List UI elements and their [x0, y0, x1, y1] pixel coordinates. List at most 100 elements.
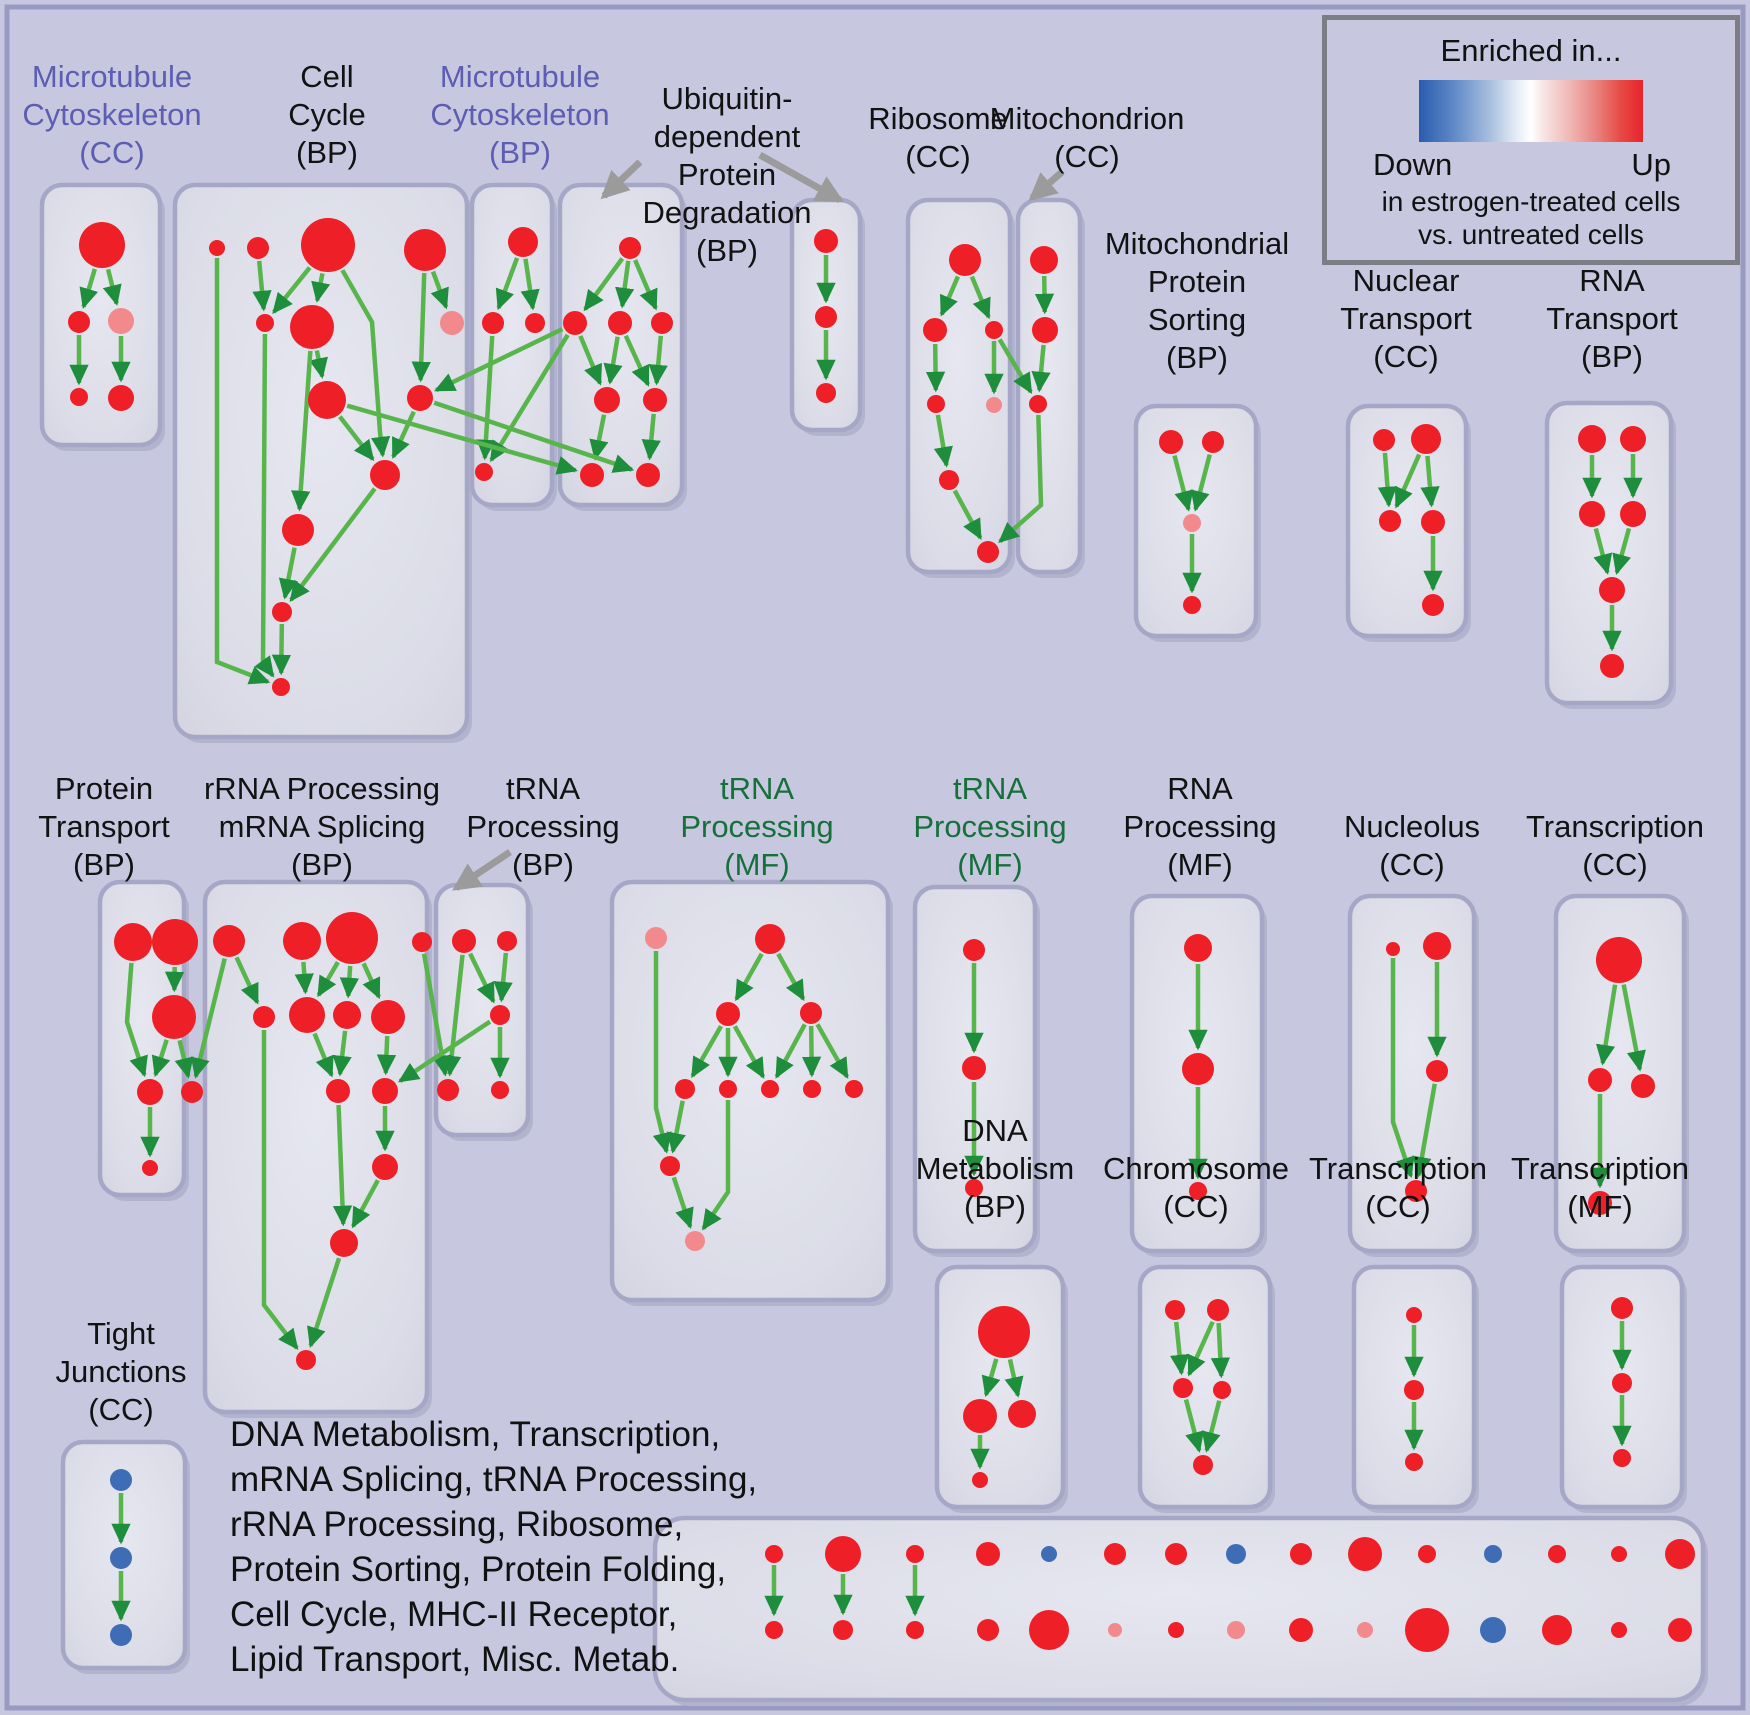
edge-arrow: [1190, 454, 1212, 512]
go-term-node: [68, 311, 90, 333]
go-term-node: [372, 1154, 398, 1180]
go-term-node: [800, 1002, 822, 1024]
edge-arrow: [1187, 1320, 1215, 1377]
go-term-node: [330, 1229, 358, 1257]
go-term-node: [816, 383, 836, 403]
go-term-node: [308, 381, 346, 419]
go-term-node: [1613, 1449, 1631, 1467]
go-term-node: [282, 514, 314, 546]
go-term-node: [1421, 510, 1445, 534]
go-term-node: [906, 1545, 924, 1563]
go-term-node: [1579, 501, 1605, 527]
go-term-node: [407, 385, 433, 411]
cluster-label-D: Ubiquitin- dependent Protein Degradation…: [642, 81, 812, 268]
edge-arrow: [493, 952, 513, 1003]
edge-arrow: [261, 1030, 299, 1350]
figure-border: [4, 4, 1746, 1711]
go-term-node: [110, 1469, 132, 1491]
label-pointer-arrow: [600, 159, 643, 200]
go-term-node: [1596, 937, 1642, 983]
go-term-node: [660, 1156, 680, 1176]
go-term-node: [962, 1056, 986, 1080]
go-term-node: [70, 388, 88, 406]
edge-arrow: [815, 1023, 850, 1079]
go-term-node: [1611, 1297, 1633, 1319]
edge-arrow: [1612, 527, 1632, 575]
go-term-node: [803, 1080, 821, 1098]
go-term-node: [906, 1621, 924, 1639]
cluster-label-T: Chromosome (CC): [1102, 1151, 1290, 1224]
go-term-node: [326, 1079, 350, 1103]
go-term-node: [290, 305, 334, 349]
category-list-text: DNA Metabolism, Transcription, mRNA Spli…: [230, 1415, 758, 1679]
cluster-box: [469, 182, 555, 508]
edge-arrow: [339, 965, 360, 999]
go-term-node: [1108, 1623, 1122, 1637]
edge-arrow: [1377, 452, 1398, 508]
go-term-node: [1348, 1537, 1382, 1571]
edge-arrow: [346, 403, 578, 475]
go-term-node: [685, 1231, 705, 1251]
go-term-node: [755, 924, 785, 954]
go-term-node: [108, 308, 134, 334]
go-term-node: [1290, 1543, 1312, 1565]
edge-arrow: [391, 410, 416, 459]
edge-arrow: [489, 333, 570, 463]
cluster-label-N: tRNA Processing (MF): [680, 771, 834, 882]
go-term-node: [985, 321, 1003, 339]
edge-arrow: [734, 952, 764, 1002]
go-term-node: [608, 311, 632, 335]
edge-arrow: [252, 260, 272, 312]
go-term-node: [1379, 510, 1401, 532]
cluster-label-I: Nuclear Transport (CC): [1340, 263, 1472, 374]
legend-title: Enriched in...: [1440, 33, 1622, 68]
edge-arrow: [1031, 344, 1051, 393]
cluster-label-R: Transcription (CC): [1525, 809, 1705, 882]
go-term-node: [1173, 1378, 1193, 1398]
go-term-node: [440, 311, 464, 335]
edge-arrow: [1034, 275, 1055, 315]
edge-arrow: [520, 258, 540, 311]
go-term-node: [1620, 426, 1646, 452]
edge-arrow: [925, 343, 946, 393]
go-term-node: [1289, 1618, 1313, 1642]
legend-gradient-bar: [1419, 80, 1643, 142]
cluster-label-L: rRNA Processing mRNA Splicing (BP): [203, 771, 441, 882]
edge-arrow: [294, 961, 314, 995]
go-term-node: [833, 1620, 853, 1640]
go-term-node: [452, 929, 476, 953]
edge-arrow: [361, 962, 381, 1000]
go-term-node: [1405, 1180, 1427, 1202]
go-term-node: [253, 1006, 275, 1028]
edge-arrow: [316, 961, 340, 998]
go-term-node: [719, 1080, 737, 1098]
go-term-node: [110, 1624, 132, 1646]
edge-arrow: [151, 1039, 171, 1078]
cluster-label-A: Microtubule Cytoskeleton (CC): [22, 59, 202, 170]
edge-arrow: [376, 1035, 397, 1076]
edge-arrow: [603, 336, 623, 385]
edge-arrow: [1412, 1083, 1437, 1178]
go-term-node: [152, 919, 198, 965]
go-term-node: [301, 218, 355, 272]
edge-arrow: [641, 413, 661, 461]
label-pointer-arrow: [452, 849, 512, 891]
go-term-node: [1411, 424, 1441, 454]
edge-arrow: [952, 489, 983, 541]
go-term-node: [986, 397, 1002, 413]
go-term-node: [152, 995, 196, 1039]
edge-arrow: [1420, 455, 1440, 508]
go-term-node: [619, 237, 641, 259]
go-term-node: [645, 927, 667, 949]
go-term-node: [108, 385, 134, 411]
go-term-node: [1404, 1380, 1424, 1400]
go-term-node: [1184, 934, 1212, 962]
go-term-node: [114, 923, 152, 961]
go-term-node: [927, 395, 945, 413]
edge-arrow: [623, 334, 651, 387]
go-term-node: [761, 1080, 779, 1098]
edge-arrow: [468, 952, 496, 1004]
go-term-node: [490, 1005, 510, 1025]
